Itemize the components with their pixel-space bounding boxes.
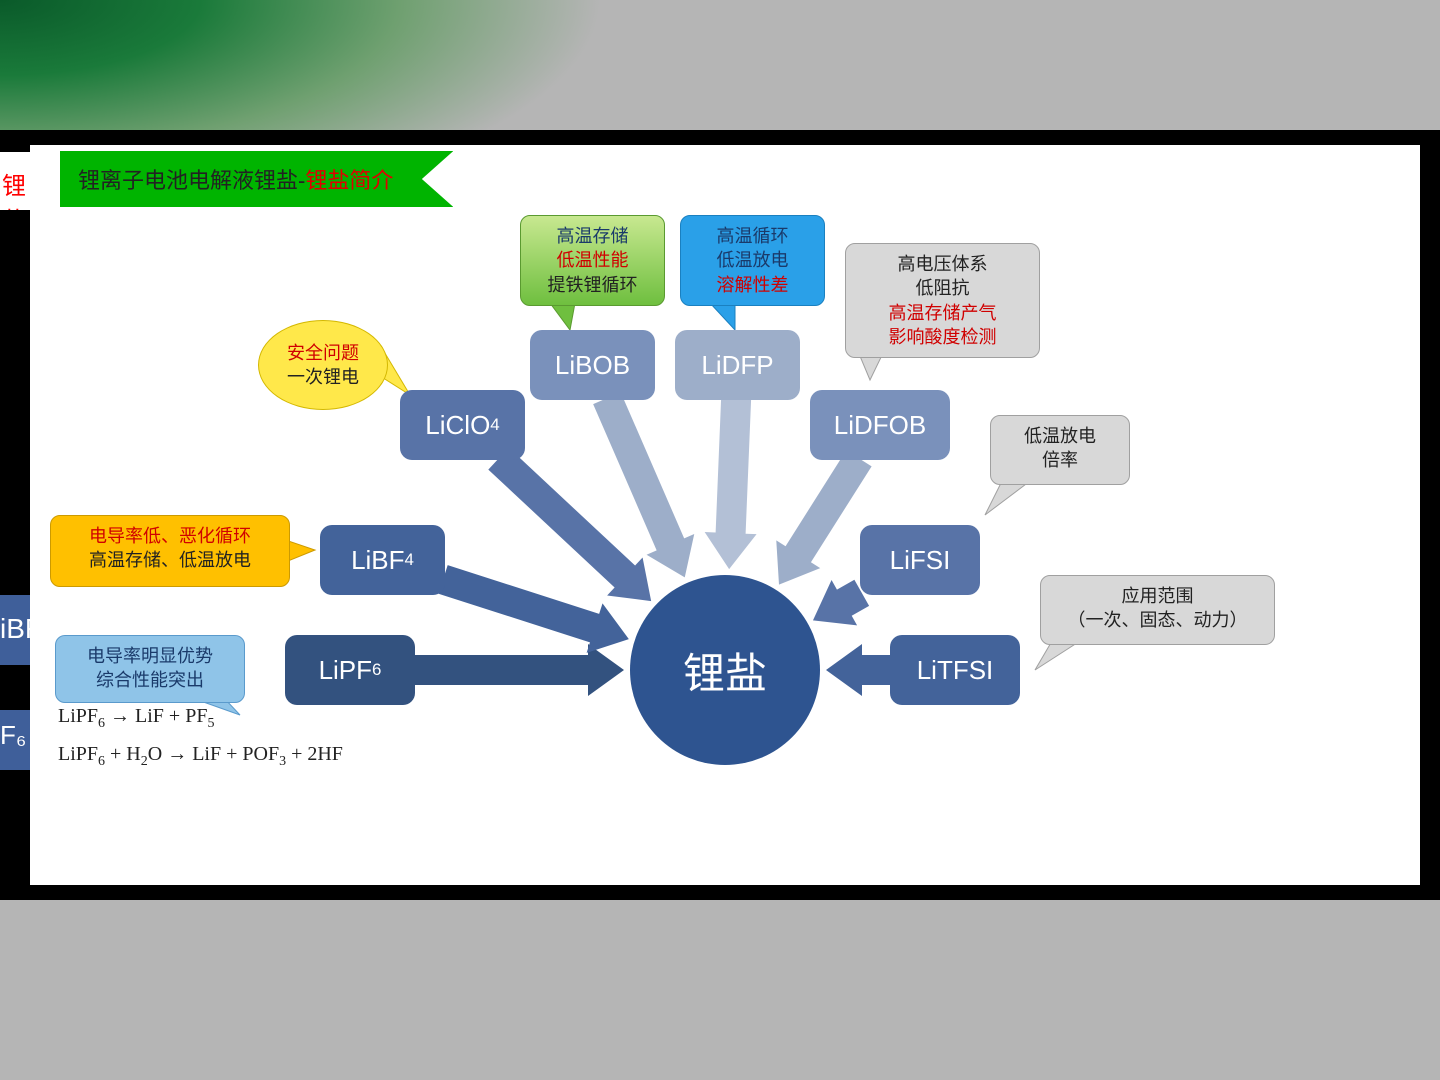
- top-gradient: [0, 0, 1440, 150]
- callout-c-litfsi: 应用范围（一次、固态、动力）: [1040, 575, 1275, 645]
- callout-line: （一次、固态、动力）: [1055, 608, 1260, 632]
- callout-line: 应用范围: [1055, 584, 1260, 608]
- node-lipf6: LiPF6: [285, 635, 415, 705]
- callout-line: 低温放电: [695, 248, 810, 272]
- callout-c-lifsi: 低温放电倍率: [990, 415, 1130, 485]
- callout-line: 低温放电: [1005, 424, 1115, 448]
- callout-c-libf4: 电导率低、恶化循环高温存储、低温放电: [50, 515, 290, 587]
- node-liclo4: LiClO4: [400, 390, 525, 460]
- left-fragment-f6: F₆: [0, 710, 30, 770]
- node-lidfob: LiDFOB: [810, 390, 950, 460]
- title-highlight: 锂盐简介: [305, 168, 393, 193]
- callout-c-lipf6: 电导率明显优势综合性能突出: [55, 635, 245, 703]
- node-lidfp: LiDFP: [675, 330, 800, 400]
- callout-line: 影响酸度检测: [860, 325, 1025, 349]
- eq1: LiPF6 → LiF + PF5: [58, 705, 214, 732]
- callout-line: 综合性能突出: [70, 668, 230, 692]
- callout-line: 一次锂电: [287, 365, 359, 389]
- callout-line: 低温性能: [535, 248, 650, 272]
- callout-c-liclo4: 安全问题一次锂电: [258, 320, 388, 410]
- callout-line: 溶解性差: [695, 273, 810, 297]
- slide: 锂离子电池电解液锂盐-锂盐简介 LiPF6 LiBF4 LiClO4LiBOB LiD…: [30, 145, 1420, 885]
- node-lifsi: LiFSI: [860, 525, 980, 595]
- callout-line: 安全问题: [287, 341, 359, 365]
- callout-line: 电导率低、恶化循环: [65, 524, 275, 548]
- node-libob: LiBOB: [530, 330, 655, 400]
- center-node: 锂盐: [630, 575, 820, 765]
- callout-line: 电导率明显优势: [70, 644, 230, 668]
- center-label: 锂盐: [683, 640, 767, 701]
- callout-line: 高温存储、低温放电: [65, 548, 275, 572]
- callout-line: 高温存储产气: [860, 301, 1025, 325]
- callout-line: 高电压体系: [860, 252, 1025, 276]
- node-litfsi: LiTFSI: [890, 635, 1020, 705]
- callout-c-lidfob: 高电压体系低阻抗高温存储产气影响酸度检测: [845, 243, 1040, 358]
- title-prefix: 锂离子电池电解液锂盐-: [78, 168, 305, 193]
- node-libf4: LiBF4: [320, 525, 445, 595]
- callout-c-lidfp: 高温循环低温放电溶解性差: [680, 215, 825, 306]
- callout-line: 高温循环: [695, 224, 810, 248]
- callout-line: 低阻抗: [860, 276, 1025, 300]
- eq2: LiPF6 + H2O → LiF + POF3 + 2HF: [58, 743, 343, 770]
- title-ribbon: 锂离子电池电解液锂盐-锂盐简介: [60, 151, 453, 207]
- callout-line: 倍率: [1005, 448, 1115, 472]
- callout-line: 高温存储: [535, 224, 650, 248]
- callout-c-libob: 高温存储低温性能提铁锂循环: [520, 215, 665, 306]
- callout-line: 提铁锂循环: [535, 273, 650, 297]
